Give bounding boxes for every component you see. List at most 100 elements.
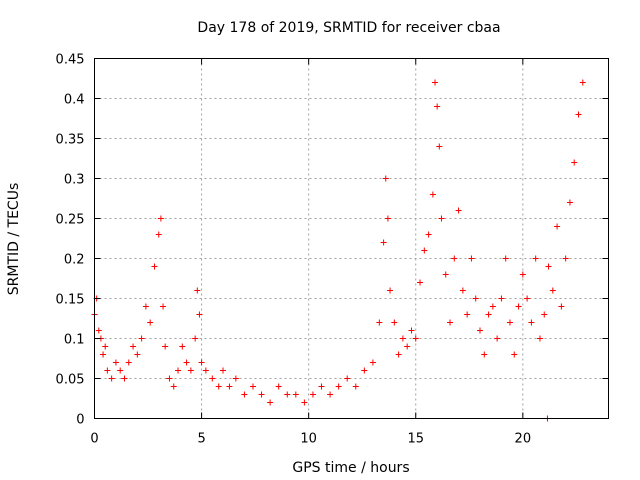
data-point <box>301 399 308 406</box>
data-point <box>532 255 539 262</box>
data-point <box>202 367 209 374</box>
data-point <box>157 215 164 222</box>
data-point <box>436 143 443 150</box>
data-point <box>442 271 449 278</box>
data-point <box>575 111 582 118</box>
data-point <box>380 239 387 246</box>
data-point <box>536 335 543 342</box>
data-point <box>112 359 119 366</box>
data-point <box>384 215 391 222</box>
data-point <box>489 303 496 310</box>
data-point <box>524 295 531 302</box>
data-point <box>162 343 169 350</box>
x-tick-label: 20 <box>515 432 532 447</box>
data-point <box>545 263 552 270</box>
data-point <box>571 159 578 166</box>
data-point <box>506 319 513 326</box>
data-point <box>566 199 573 206</box>
data-point <box>515 303 522 310</box>
data-point <box>562 255 569 262</box>
data-point <box>376 319 383 326</box>
data-point <box>395 351 402 358</box>
plot-frame <box>94 58 609 419</box>
data-point <box>425 231 432 238</box>
y-tick-label: 0.05 <box>56 373 85 388</box>
x-tick-label: 5 <box>197 432 205 447</box>
x-tick-label: 10 <box>300 432 317 447</box>
data-point <box>108 375 115 382</box>
data-point <box>579 79 586 86</box>
data-point <box>275 383 282 390</box>
data-point <box>249 383 256 390</box>
data-point <box>344 375 351 382</box>
data-point <box>134 351 141 358</box>
x-axis-label: GPS time / hours <box>292 460 409 476</box>
data-point <box>170 383 177 390</box>
data-point <box>421 247 428 254</box>
data-point <box>391 319 398 326</box>
x-tick-label: 15 <box>407 432 424 447</box>
data-point <box>241 391 248 398</box>
data-point <box>554 223 561 230</box>
data-point <box>434 103 441 110</box>
data-point <box>179 343 186 350</box>
axis-ticks: 0 0.05 0.1 0.15 0.2 0.25 0.3 0.35 0.4 0.45 0 5 10 15 2… <box>56 53 609 447</box>
data-point <box>142 303 149 310</box>
data-point <box>121 375 128 382</box>
data-point <box>226 383 233 390</box>
data-point <box>327 391 334 398</box>
data-point <box>104 367 111 374</box>
data-point <box>408 327 415 334</box>
data-point <box>399 335 406 342</box>
data-point <box>125 359 132 366</box>
data-point <box>387 287 394 294</box>
y-tick-label: 0.1 <box>64 333 85 348</box>
data-point <box>175 367 182 374</box>
data-point <box>549 287 556 294</box>
y-tick-label: 0.2 <box>64 253 85 268</box>
chart-title: Day 178 of 2019, SRMTID for receiver cba… <box>197 20 500 36</box>
data-point <box>519 271 526 278</box>
data-point <box>352 383 359 390</box>
data-point <box>429 191 436 198</box>
data-point <box>100 351 107 358</box>
data-point <box>558 303 565 310</box>
y-tick-label: 0.25 <box>56 213 85 228</box>
data-point <box>267 399 274 406</box>
data-point <box>192 335 199 342</box>
data-point <box>183 359 190 366</box>
data-point <box>447 319 454 326</box>
data-point <box>468 255 475 262</box>
data-point <box>382 175 389 182</box>
data-point <box>220 367 226 374</box>
data-point <box>502 255 509 262</box>
data-point <box>528 319 535 326</box>
data-point <box>335 383 342 390</box>
data-point <box>138 335 145 342</box>
data-point <box>232 375 239 382</box>
data-point <box>369 359 376 366</box>
data-point <box>147 319 154 326</box>
data-point <box>196 311 203 318</box>
data-point <box>541 311 548 318</box>
data-point <box>412 335 419 342</box>
data-point <box>102 343 109 350</box>
data-point <box>166 375 173 382</box>
data-point <box>198 359 205 366</box>
data-point <box>187 367 194 374</box>
data-points <box>91 79 586 422</box>
data-point <box>451 255 458 262</box>
data-point <box>194 287 201 294</box>
data-point <box>477 327 483 334</box>
data-point <box>258 391 265 398</box>
data-point <box>417 279 424 286</box>
data-point <box>209 375 216 382</box>
y-tick-label: 0.4 <box>64 93 85 108</box>
data-point <box>511 351 518 358</box>
data-point <box>155 231 162 238</box>
data-point <box>215 383 222 390</box>
data-point <box>438 215 445 222</box>
data-point <box>117 367 124 374</box>
grid <box>94 58 609 419</box>
